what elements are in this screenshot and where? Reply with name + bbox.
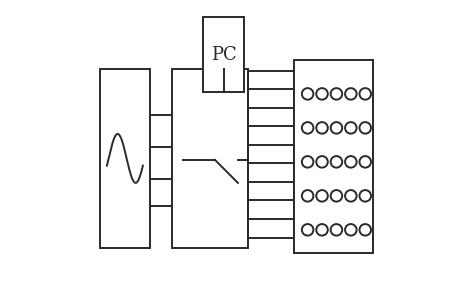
Circle shape [316, 190, 328, 202]
Circle shape [359, 224, 371, 236]
Circle shape [302, 122, 314, 134]
Bar [100, 69, 150, 248]
Circle shape [345, 190, 357, 202]
Circle shape [302, 156, 314, 168]
Circle shape [359, 88, 371, 100]
Circle shape [316, 224, 328, 236]
Circle shape [345, 88, 357, 100]
Bar [172, 69, 248, 248]
Circle shape [302, 88, 314, 100]
Circle shape [331, 88, 342, 100]
Circle shape [316, 156, 328, 168]
Text: PC: PC [210, 46, 236, 64]
Circle shape [331, 224, 342, 236]
Circle shape [359, 122, 371, 134]
Circle shape [345, 156, 357, 168]
Circle shape [302, 190, 314, 202]
Circle shape [302, 224, 314, 236]
Circle shape [345, 122, 357, 134]
Circle shape [316, 122, 328, 134]
Bar [294, 60, 373, 253]
Circle shape [331, 190, 342, 202]
Circle shape [359, 190, 371, 202]
Circle shape [331, 122, 342, 134]
Circle shape [316, 88, 328, 100]
Circle shape [331, 156, 342, 168]
Circle shape [359, 156, 371, 168]
Circle shape [345, 224, 357, 236]
Bar [203, 17, 244, 92]
